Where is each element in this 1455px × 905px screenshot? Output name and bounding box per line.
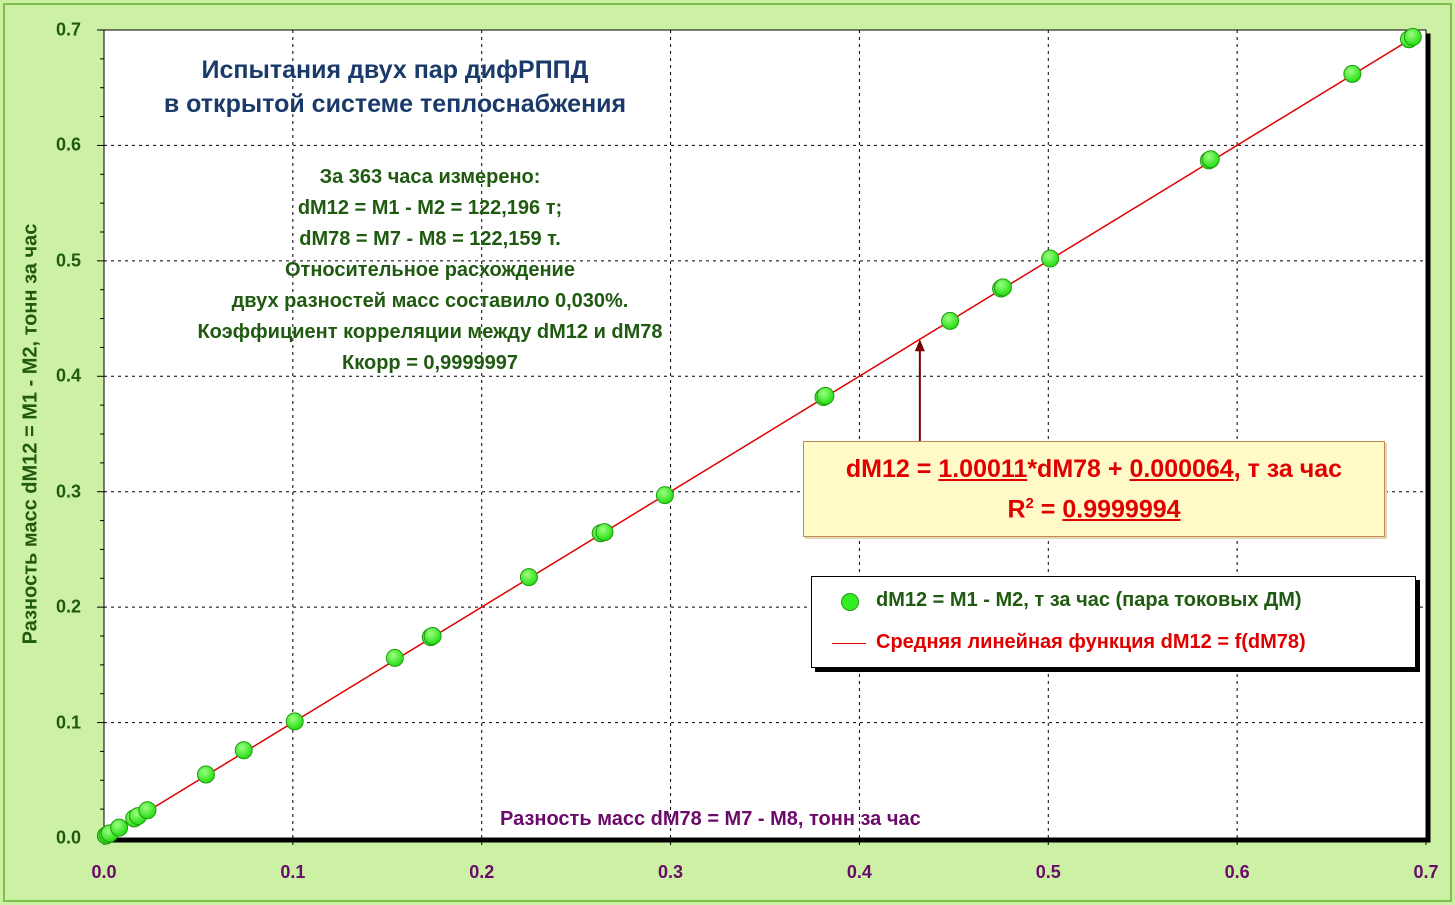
note-line-3: dM78 = M7 - M8 = 122,159 т.: [299, 228, 561, 250]
data-point: [285, 712, 304, 731]
x-tick-label: 0.5: [1035, 862, 1061, 882]
equation-slope: 1.00011: [938, 455, 1028, 483]
y-axis-label: Разность масс dM12 = M1 - M2, тонн за ча…: [19, 223, 42, 645]
data-point: [1403, 27, 1422, 46]
y-tick-label: 0.4: [55, 365, 81, 386]
r2-label: R: [1007, 495, 1026, 524]
data-point: [519, 568, 538, 587]
data-point: [941, 311, 960, 330]
x-tick-label: 0.6: [1224, 862, 1250, 882]
legend-label-fit-line: Средняя линейная функция dM12 = f(dM78): [876, 631, 1306, 653]
data-point: [385, 648, 404, 667]
x-tick-label: 0.1: [280, 862, 306, 882]
data-point: [196, 765, 215, 784]
data-point: [1343, 64, 1362, 83]
y-tick-label: 0.0: [55, 827, 81, 848]
equation-prefix: dM12 =: [845, 455, 939, 483]
data-point: [423, 627, 442, 645]
chart-title-line-1: Испытания двух пар дифРППД: [201, 56, 589, 84]
x-tick-label: 0.0: [91, 862, 117, 882]
annotation-arrow-head: [914, 339, 925, 352]
x-tick-label: 0.7: [1413, 862, 1439, 882]
regression-equation: dM12 = 1.00011*dM78 + 0.000064, т за час: [804, 455, 1384, 484]
note-line-5: двух разностей масс составило 0,030%.: [231, 290, 629, 312]
data-point: [655, 486, 674, 505]
y-tick-label: 0.5: [55, 250, 81, 271]
legend-label-points: dM12 = M1 - M2, т за час (пара токовых Д…: [876, 589, 1302, 611]
y-tick-label: 0.2: [55, 596, 81, 617]
y-tick-label: 0.3: [55, 481, 81, 502]
r2-equals: =: [1033, 495, 1063, 524]
equation-intercept: 0.000064: [1129, 455, 1234, 483]
note-line-6: Коэффициент корреляции между dM12 и dM78: [197, 321, 663, 343]
data-point: [816, 386, 835, 405]
data-point: [138, 801, 157, 820]
legend-marker-points: [841, 593, 859, 611]
note-line-4: Относительное расхождение: [285, 259, 575, 281]
data-point: [110, 818, 129, 837]
data-point: [595, 523, 614, 542]
r-squared: R2 = 0.9999994: [804, 495, 1384, 524]
data-point: [1041, 249, 1060, 268]
x-axis-label: Разность масс dM78 = M7 - M8, тонн за ча…: [500, 808, 921, 830]
r2-value: 0.9999994: [1062, 495, 1181, 524]
x-tick-label: 0.3: [658, 862, 684, 882]
legend-marker-fit-line: [832, 643, 866, 644]
y-tick-label: 0.7: [55, 19, 81, 40]
r2-superscript: 2: [1025, 495, 1034, 512]
x-tick-label: 0.2: [469, 862, 495, 882]
note-line-1: За 363 часа измерено:: [319, 166, 541, 188]
y-tick-label: 0.6: [55, 134, 81, 155]
equation-suffix: , т за час: [1233, 455, 1343, 483]
legend: dM12 = M1 - M2, т за час (пара токовых Д…: [811, 576, 1416, 668]
fit-line: [103, 37, 1414, 839]
data-point: [993, 278, 1012, 297]
chart-title-line-2: в открытой системе теплоснабжения: [163, 90, 627, 118]
regression-equation-box: dM12 = 1.00011*dM78 + 0.000064, т за час…: [803, 441, 1385, 537]
note-line-2: dM12 = M1 - M2 = 122,196 т;: [297, 197, 563, 219]
note-line-7: Ккорр = 0,9999997: [342, 352, 518, 374]
x-tick-label: 0.4: [846, 862, 872, 882]
equation-mid: *dM78 +: [1027, 455, 1130, 483]
data-point: [234, 741, 253, 760]
y-tick-label: 0.1: [55, 712, 81, 733]
data-point: [1201, 150, 1220, 169]
